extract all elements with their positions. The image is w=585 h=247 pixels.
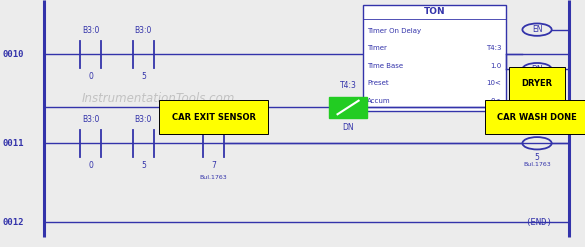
Text: Timer: Timer (367, 45, 387, 51)
Text: T4:3: T4:3 (340, 82, 356, 90)
Text: 0: 0 (88, 161, 93, 170)
Text: 10<: 10< (487, 80, 501, 86)
Bar (329, 97, 367, 118)
Text: 5: 5 (141, 161, 146, 170)
FancyBboxPatch shape (363, 5, 506, 111)
Text: DN: DN (531, 65, 543, 74)
Text: CAR EXIT SENSOR: CAR EXIT SENSOR (171, 113, 256, 122)
Text: Time Base: Time Base (367, 63, 404, 69)
Text: 4: 4 (535, 117, 539, 126)
Text: Bul.1763: Bul.1763 (523, 126, 551, 131)
Text: O:0: O:0 (531, 93, 543, 99)
Text: 0: 0 (88, 72, 93, 81)
Text: 0<: 0< (491, 98, 501, 104)
Text: Bul.1763: Bul.1763 (199, 175, 228, 180)
Text: O:0: O:0 (531, 128, 543, 134)
Text: Preset: Preset (367, 80, 389, 86)
Text: EN: EN (532, 25, 542, 34)
Text: I:0: I:0 (209, 115, 218, 124)
Text: 5: 5 (535, 153, 539, 162)
Text: InstrumentationTools.com: InstrumentationTools.com (81, 92, 235, 105)
Text: 0012: 0012 (3, 218, 25, 227)
Text: TON: TON (424, 7, 445, 16)
Text: 0011: 0011 (3, 139, 25, 148)
Text: B3:0: B3:0 (82, 26, 99, 35)
Text: 5: 5 (141, 72, 146, 81)
Text: (END): (END) (525, 218, 552, 227)
Text: CAR WASH DONE: CAR WASH DONE (497, 113, 577, 122)
Text: DN: DN (342, 123, 354, 132)
Text: B3:0: B3:0 (135, 26, 152, 35)
Text: B3:0: B3:0 (82, 115, 99, 124)
Text: T4:3: T4:3 (486, 45, 501, 51)
Text: Accum: Accum (367, 98, 391, 104)
Text: B3:0: B3:0 (135, 115, 152, 124)
Text: 7: 7 (211, 161, 216, 170)
Text: 1.0: 1.0 (490, 63, 501, 69)
Text: DRYER: DRYER (521, 80, 553, 88)
Text: 0010: 0010 (3, 50, 25, 59)
Text: Timer On Delay: Timer On Delay (367, 28, 422, 34)
Text: Bul.1763: Bul.1763 (523, 162, 551, 167)
